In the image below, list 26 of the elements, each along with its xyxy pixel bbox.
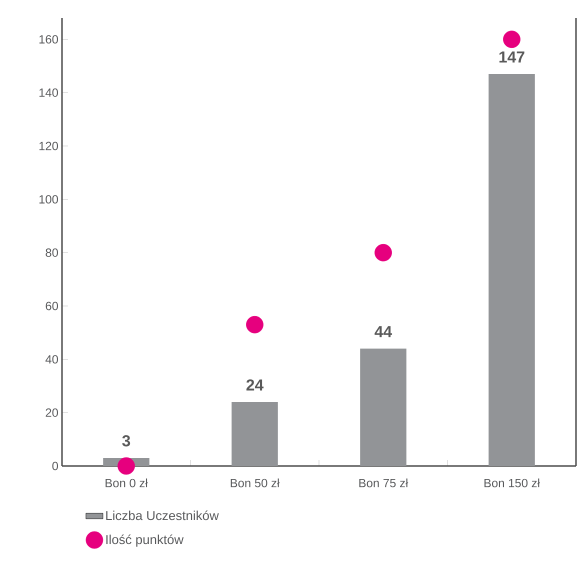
point (374, 244, 392, 262)
data-label: 24 (246, 379, 264, 390)
data-label: 3 (122, 435, 130, 446)
y-tick-label: 100 (39, 195, 58, 204)
data-label: 44 (374, 326, 392, 338)
y-tick-label: 60 (46, 302, 58, 310)
y-tick-label: 160 (39, 35, 58, 44)
x-tick-label: Bon 50 zł (230, 478, 280, 488)
x-tick-label: Bon 150 zł (484, 478, 540, 488)
y-tick-label: 20 (46, 408, 58, 417)
point (118, 457, 135, 475)
data-label: 147 (499, 52, 524, 62)
legend-label: Ilość punktów (106, 534, 184, 547)
bar (360, 348, 406, 466)
x-tick-label: Bon 0 zł (106, 478, 148, 488)
y-tick-label: 40 (45, 355, 58, 364)
y-tick-label: 120 (39, 142, 58, 150)
point (246, 316, 264, 334)
legend-label: Liczba Uczestników (106, 510, 219, 520)
y-tick-label: 80 (46, 248, 58, 257)
y-tick-label: 140 (39, 88, 58, 97)
point (503, 30, 520, 48)
bar (488, 74, 535, 466)
x-tick-label: Bon 75 zł (359, 478, 408, 488)
y-tick-label: 0 (52, 462, 58, 470)
bar (232, 402, 278, 466)
